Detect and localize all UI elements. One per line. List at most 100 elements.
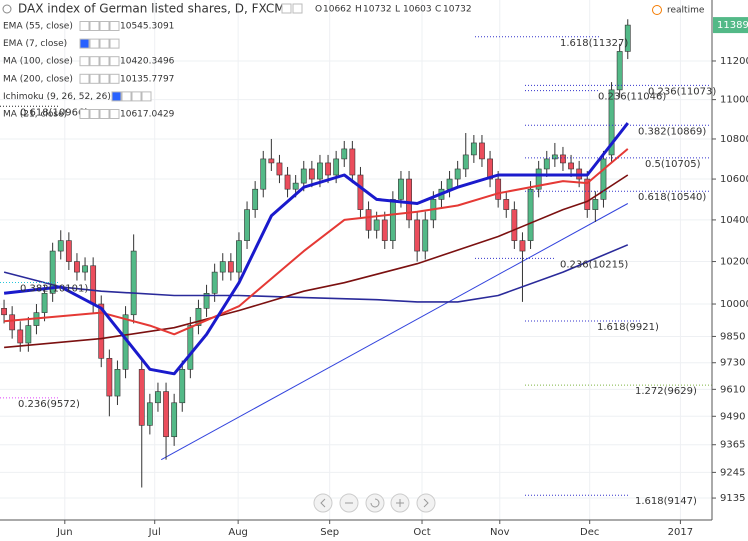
plot: 1.618(11327) 0.236(11073)0.236(11046) 0.38… bbox=[0, 19, 716, 507]
candle-body bbox=[389, 199, 396, 241]
x-tick-label: Jul bbox=[148, 527, 161, 538]
candle-body bbox=[300, 168, 307, 184]
indicator-button[interactable] bbox=[109, 21, 120, 31]
indicator-value: 10545.3091 bbox=[120, 22, 174, 32]
indicator-button[interactable] bbox=[109, 38, 120, 49]
moving-average bbox=[3, 244, 629, 303]
candle-body bbox=[584, 178, 591, 210]
indicator-name: EMA (55, close) bbox=[3, 22, 73, 32]
ohlc-key: L bbox=[395, 5, 400, 15]
candle-body bbox=[252, 188, 259, 210]
y-tick-label: 10600 bbox=[720, 174, 748, 185]
header-button[interactable] bbox=[281, 3, 292, 14]
fib-label: 0.382(10101) bbox=[20, 283, 88, 294]
x-tick-label: Aug bbox=[228, 527, 248, 538]
indicator-button[interactable] bbox=[111, 91, 122, 102]
candle-body bbox=[479, 142, 485, 160]
indicator-button[interactable] bbox=[99, 38, 110, 49]
fib-label: 0.618(10966) bbox=[20, 107, 88, 118]
indicator-button[interactable] bbox=[109, 56, 120, 67]
collapse-icon[interactable] bbox=[2, 4, 12, 14]
candle-body bbox=[341, 148, 348, 160]
candle-body bbox=[211, 271, 218, 294]
moving-average bbox=[3, 122, 629, 376]
candle-body bbox=[114, 369, 121, 397]
indicator-button[interactable] bbox=[79, 21, 90, 31]
indicator-button[interactable] bbox=[79, 109, 90, 119]
candle-body bbox=[608, 89, 615, 156]
candle-body bbox=[333, 158, 340, 176]
scroll-right-button[interactable] bbox=[416, 493, 436, 513]
indicator-value: 10135.7797 bbox=[120, 74, 174, 84]
last-price-label: 11389 bbox=[717, 20, 748, 31]
indicator-name: MA (21, close) bbox=[3, 110, 67, 120]
candle-body bbox=[106, 358, 113, 397]
candle-body bbox=[65, 240, 72, 262]
ohlc-value: 10603 bbox=[403, 5, 432, 15]
candle-body bbox=[560, 154, 566, 164]
indicator-button[interactable] bbox=[121, 91, 132, 102]
candle-body bbox=[155, 391, 161, 404]
scroll-left-button[interactable] bbox=[313, 493, 333, 513]
fib-label: 0.5(10705) bbox=[645, 159, 701, 170]
y-tick-label: 11200 bbox=[720, 56, 748, 67]
candle-body bbox=[373, 219, 380, 231]
reset-button[interactable] bbox=[365, 493, 385, 513]
candle-body bbox=[25, 325, 32, 344]
indicator-button[interactable] bbox=[131, 91, 142, 102]
indicator-button[interactable] bbox=[79, 38, 90, 49]
y-tick-label: 10800 bbox=[720, 134, 748, 145]
indicator-button[interactable] bbox=[99, 109, 110, 119]
y-tick-label: 10400 bbox=[720, 215, 748, 226]
candle-body bbox=[74, 261, 80, 273]
header-button[interactable] bbox=[292, 3, 303, 14]
indicator-button[interactable] bbox=[89, 73, 100, 84]
indicator-button[interactable] bbox=[141, 91, 152, 102]
candle-body bbox=[57, 240, 64, 252]
realtime-label: realtime bbox=[667, 6, 705, 16]
candle-body bbox=[624, 24, 631, 52]
indicator-button[interactable] bbox=[89, 38, 100, 49]
x-tick-label: Nov bbox=[490, 527, 510, 538]
candle-body bbox=[90, 265, 97, 305]
candle-body bbox=[49, 250, 56, 294]
y-tick-label: 9730 bbox=[720, 358, 745, 369]
candle-body bbox=[600, 158, 607, 200]
indicator-button[interactable] bbox=[99, 21, 110, 31]
fib-label: 1.618(11327) bbox=[560, 38, 628, 49]
indicator-button[interactable] bbox=[99, 73, 110, 84]
indicator-name: EMA (7, close) bbox=[3, 39, 67, 49]
candle-body bbox=[422, 219, 429, 252]
candle-body bbox=[519, 240, 526, 252]
y-tick-label: 10000 bbox=[720, 299, 748, 310]
candle-body bbox=[454, 168, 461, 180]
y-tick-label: 9365 bbox=[720, 440, 745, 451]
y-tick-label: 11000 bbox=[720, 95, 748, 106]
candle-body bbox=[503, 199, 510, 210]
fib-label: 0.236(10215) bbox=[560, 259, 628, 270]
indicator-button[interactable] bbox=[109, 73, 120, 84]
x-tick-label: Dec bbox=[580, 527, 599, 538]
candle-body bbox=[284, 174, 291, 190]
candle-body bbox=[146, 402, 153, 426]
moving-average bbox=[4, 174, 629, 349]
candle-body bbox=[592, 199, 599, 210]
candle-body bbox=[462, 154, 469, 170]
indicator-button[interactable] bbox=[89, 21, 100, 31]
indicator-button[interactable] bbox=[109, 109, 120, 119]
fib-label: 0.236(11046) bbox=[598, 92, 666, 103]
indicator-button[interactable] bbox=[79, 56, 90, 67]
indicator-button[interactable] bbox=[89, 109, 100, 119]
candle-body bbox=[82, 265, 88, 273]
candle-body bbox=[260, 158, 267, 190]
candle-body bbox=[349, 148, 356, 176]
y-tick-label: 9610 bbox=[720, 384, 745, 395]
indicator-button[interactable] bbox=[99, 56, 110, 67]
candle-body bbox=[487, 158, 493, 180]
ohlc-key: H bbox=[355, 5, 362, 15]
candle-body bbox=[325, 162, 331, 176]
candle-body bbox=[535, 168, 542, 190]
indicator-button[interactable] bbox=[79, 73, 90, 84]
x-tick-label: Oct bbox=[413, 527, 430, 538]
indicator-button[interactable] bbox=[89, 56, 100, 67]
